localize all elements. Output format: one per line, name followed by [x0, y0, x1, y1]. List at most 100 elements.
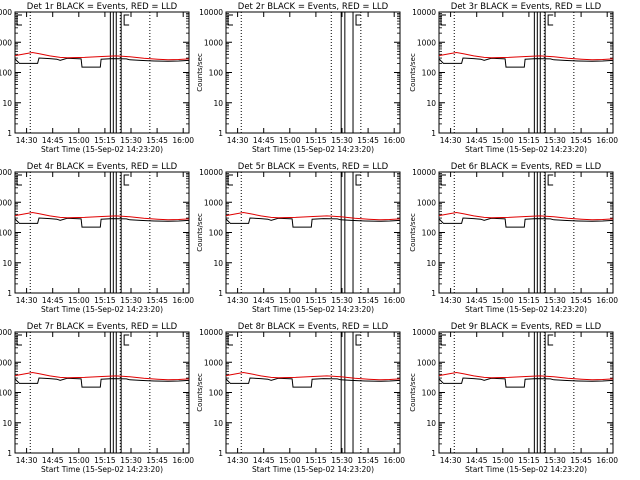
interval-bracket [227, 174, 233, 186]
x-tick-label: 15:30 [120, 296, 142, 305]
x-axis-label: Start Time (15-Sep-02 14:23:20) [41, 465, 163, 474]
x-tick-label: 14:45 [253, 456, 275, 465]
panel-det-1: Det 1r BLACK = Events, RED = LLD 1 10 100 10… [0, 2, 194, 154]
y-tick-label: 10 [426, 259, 436, 268]
plot-frame [225, 171, 401, 294]
y-tick-label: 1 [7, 449, 12, 458]
x-tick-label: 15:45 [146, 296, 168, 305]
y-tick-label: 1000 [417, 38, 436, 47]
y-tick-label: 10 [2, 259, 12, 268]
y-tick-label: 1000 [204, 358, 223, 367]
panel-det-4: Det 4r BLACK = Events, RED = LLD 1 10 100 10… [0, 162, 194, 314]
interval-bracket [440, 334, 446, 346]
x-tick-label: 15:15 [518, 136, 540, 145]
y-tick-label: 10000 [0, 328, 12, 337]
x-tick-label: 15:15 [94, 136, 116, 145]
y-tick-label: 10000 [0, 168, 12, 177]
x-tick-label: 15:45 [146, 456, 168, 465]
x-axis-label: Start Time (15-Sep-02 14:23:20) [465, 305, 587, 314]
interval-bracket [123, 334, 130, 346]
x-tick-label: 14:30 [16, 296, 38, 305]
y-tick-label: 1 [7, 129, 12, 138]
x-axis-label: Start Time (15-Sep-02 14:23:20) [41, 305, 163, 314]
panel-title: Det 3r BLACK = Events, RED = LLD [451, 2, 602, 12]
x-tick-label: 15:00 [279, 456, 301, 465]
x-tick-label: 15:45 [570, 296, 592, 305]
y-tick-label: 10 [426, 99, 436, 108]
x-tick-label: 16:00 [596, 296, 618, 305]
panel-det-9: Det 9r BLACK = Events, RED = LLD 1 10 100 10… [409, 322, 618, 474]
x-tick-label: 15:00 [68, 136, 90, 145]
y-tick-label: 1000 [417, 198, 436, 207]
x-tick-label: 14:45 [42, 296, 64, 305]
x-tick-label: 14:30 [440, 456, 462, 465]
x-tick-label: 16:00 [596, 456, 618, 465]
y-tick-label: 100 [209, 229, 224, 238]
y-axis-label: Counts/sec [196, 53, 204, 92]
plot-frame [14, 331, 190, 454]
interval-bracket [355, 14, 362, 26]
plot-frame [438, 331, 614, 454]
y-tick-label: 100 [0, 229, 12, 238]
interval-bracket [16, 14, 22, 26]
series-lld-line [225, 371, 401, 381]
x-tick-label: 14:45 [466, 456, 488, 465]
series-lld-line [225, 211, 401, 221]
y-tick-label: 10000 [199, 8, 223, 17]
y-axis-label: Counts/sec [409, 53, 417, 92]
x-tick-label: 15:45 [357, 136, 379, 145]
x-tick-label: 15:30 [120, 456, 142, 465]
x-tick-label: 15:45 [357, 296, 379, 305]
panel-title: Det 9r BLACK = Events, RED = LLD [451, 322, 602, 332]
y-tick-label: 1000 [0, 198, 12, 207]
x-tick-label: 15:30 [544, 456, 566, 465]
x-tick-label: 15:00 [68, 456, 90, 465]
x-tick-label: 15:30 [331, 296, 353, 305]
panel-title: Det 8r BLACK = Events, RED = LLD [238, 322, 389, 332]
y-tick-label: 10000 [0, 8, 12, 17]
x-tick-label: 16:00 [383, 296, 405, 305]
x-axis-label: Start Time (15-Sep-02 14:23:20) [252, 465, 374, 474]
x-tick-label: 15:30 [331, 136, 353, 145]
panel-det-7: Det 7r BLACK = Events, RED = LLD 1 10 100 10… [0, 322, 194, 474]
y-tick-label: 10000 [199, 328, 223, 337]
x-axis-label: Start Time (15-Sep-02 14:23:20) [252, 145, 374, 154]
y-axis-label: Counts/sec [409, 373, 417, 412]
series-lld-line [438, 211, 614, 221]
series-events-line [14, 57, 190, 68]
series-events-line [438, 377, 614, 388]
x-tick-label: 15:15 [94, 456, 116, 465]
x-axis-label: Start Time (15-Sep-02 14:23:20) [252, 305, 374, 314]
x-tick-label: 15:45 [357, 456, 379, 465]
y-tick-label: 10 [213, 99, 223, 108]
y-axis-label: Counts/sec [196, 373, 204, 412]
x-axis-label: Start Time (15-Sep-02 14:23:20) [41, 145, 163, 154]
y-tick-label: 1 [218, 449, 223, 458]
x-tick-label: 15:15 [305, 296, 327, 305]
y-tick-label: 1 [431, 129, 436, 138]
panel-det-8: Det 8r BLACK = Events, RED = LLD 1 10 100 10… [196, 322, 405, 474]
y-tick-label: 100 [209, 69, 224, 78]
interval-bracket [355, 334, 362, 346]
x-tick-label: 15:00 [492, 136, 514, 145]
x-tick-label: 14:30 [227, 456, 249, 465]
plot-frame [14, 11, 190, 134]
y-tick-label: 1000 [0, 38, 12, 47]
x-tick-label: 16:00 [596, 136, 618, 145]
panel-title: Det 1r BLACK = Events, RED = LLD [27, 2, 178, 12]
y-tick-label: 10000 [199, 168, 223, 177]
series-lld-line [14, 51, 190, 61]
y-tick-label: 100 [0, 389, 12, 398]
y-tick-label: 10 [2, 419, 12, 428]
x-tick-label: 14:30 [227, 296, 249, 305]
y-tick-label: 10000 [412, 168, 436, 177]
y-tick-label: 100 [422, 229, 437, 238]
series-events-line [438, 217, 614, 228]
x-tick-label: 15:30 [544, 296, 566, 305]
x-tick-label: 15:15 [305, 456, 327, 465]
series-events-line [225, 377, 401, 388]
x-axis-label: Start Time (15-Sep-02 14:23:20) [465, 145, 587, 154]
x-tick-label: 14:45 [466, 136, 488, 145]
panel-title: Det 7r BLACK = Events, RED = LLD [27, 322, 178, 332]
